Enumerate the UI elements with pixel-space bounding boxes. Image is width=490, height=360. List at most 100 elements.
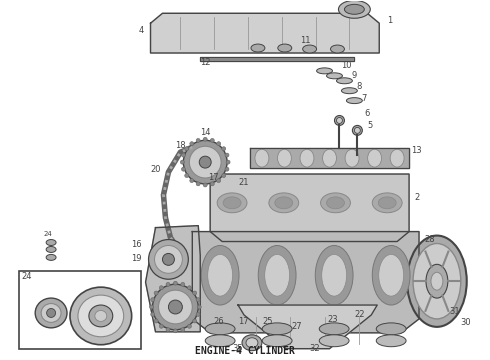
Text: 32: 32	[310, 344, 320, 353]
Ellipse shape	[210, 139, 214, 143]
Ellipse shape	[201, 246, 239, 305]
Ellipse shape	[225, 167, 229, 171]
Ellipse shape	[154, 246, 182, 273]
Ellipse shape	[95, 310, 107, 321]
Polygon shape	[146, 226, 200, 332]
Ellipse shape	[344, 4, 365, 14]
Ellipse shape	[41, 303, 61, 323]
Ellipse shape	[89, 305, 113, 327]
Text: 24: 24	[43, 230, 52, 237]
Ellipse shape	[337, 117, 343, 123]
Ellipse shape	[277, 149, 292, 167]
Ellipse shape	[181, 167, 186, 171]
Ellipse shape	[185, 174, 189, 177]
Ellipse shape	[199, 156, 211, 168]
Ellipse shape	[352, 125, 362, 135]
Ellipse shape	[203, 183, 207, 187]
Text: 22: 22	[354, 310, 365, 319]
Polygon shape	[192, 231, 419, 333]
Text: 24: 24	[21, 272, 32, 281]
Ellipse shape	[345, 149, 359, 167]
Text: 10: 10	[342, 61, 352, 70]
Text: 16: 16	[131, 240, 141, 249]
Ellipse shape	[148, 239, 188, 279]
Ellipse shape	[346, 98, 362, 104]
Text: 26: 26	[213, 317, 224, 326]
Ellipse shape	[265, 255, 290, 296]
Bar	[19, 271, 141, 349]
Text: 25: 25	[262, 317, 272, 326]
Ellipse shape	[379, 255, 404, 296]
Ellipse shape	[315, 246, 353, 305]
Ellipse shape	[342, 88, 357, 94]
Ellipse shape	[337, 78, 352, 84]
Ellipse shape	[407, 235, 467, 327]
Ellipse shape	[372, 246, 410, 305]
Ellipse shape	[151, 298, 155, 302]
Text: 4: 4	[139, 26, 144, 35]
Ellipse shape	[378, 197, 396, 209]
Ellipse shape	[226, 160, 230, 164]
Text: 2: 2	[414, 193, 419, 202]
Text: 5: 5	[368, 121, 372, 130]
Ellipse shape	[169, 300, 182, 314]
Text: 30: 30	[461, 318, 471, 327]
Ellipse shape	[46, 247, 56, 252]
Ellipse shape	[173, 281, 177, 285]
Ellipse shape	[300, 149, 314, 167]
Text: 11: 11	[300, 36, 310, 45]
Ellipse shape	[196, 298, 200, 302]
Ellipse shape	[251, 44, 265, 52]
Ellipse shape	[190, 142, 194, 146]
Text: 20: 20	[150, 165, 161, 174]
Text: ENGINE-4 CYLINDER: ENGINE-4 CYLINDER	[195, 346, 295, 356]
Ellipse shape	[368, 149, 382, 167]
Ellipse shape	[154, 291, 158, 295]
Ellipse shape	[217, 142, 221, 146]
Text: 13: 13	[411, 146, 422, 155]
Text: 18: 18	[175, 141, 186, 150]
Ellipse shape	[180, 160, 184, 164]
Ellipse shape	[339, 0, 370, 18]
Ellipse shape	[335, 116, 344, 125]
Ellipse shape	[78, 295, 123, 337]
Ellipse shape	[205, 335, 235, 347]
Ellipse shape	[163, 253, 174, 265]
Ellipse shape	[354, 127, 360, 133]
Ellipse shape	[376, 335, 406, 347]
Ellipse shape	[154, 319, 158, 323]
Ellipse shape	[269, 193, 299, 213]
Ellipse shape	[185, 147, 189, 151]
Ellipse shape	[149, 305, 153, 309]
Ellipse shape	[426, 264, 448, 298]
Ellipse shape	[319, 335, 349, 347]
Polygon shape	[238, 305, 377, 349]
Ellipse shape	[217, 179, 221, 183]
Ellipse shape	[173, 329, 177, 333]
Ellipse shape	[189, 146, 221, 178]
Ellipse shape	[376, 323, 406, 335]
Ellipse shape	[203, 137, 207, 141]
Ellipse shape	[35, 298, 67, 328]
Ellipse shape	[326, 73, 343, 79]
Ellipse shape	[151, 312, 155, 316]
Ellipse shape	[158, 290, 192, 324]
Ellipse shape	[322, 149, 337, 167]
Ellipse shape	[246, 338, 258, 348]
Polygon shape	[210, 174, 409, 242]
Polygon shape	[150, 13, 379, 53]
Ellipse shape	[390, 149, 404, 167]
Ellipse shape	[223, 197, 241, 209]
Ellipse shape	[166, 282, 170, 286]
Ellipse shape	[46, 239, 56, 246]
Ellipse shape	[166, 328, 170, 332]
Ellipse shape	[262, 335, 292, 347]
Ellipse shape	[255, 149, 269, 167]
Ellipse shape	[197, 305, 201, 309]
Ellipse shape	[317, 68, 333, 74]
Ellipse shape	[242, 335, 262, 351]
Ellipse shape	[205, 323, 235, 335]
Text: 14: 14	[200, 129, 211, 138]
Ellipse shape	[193, 291, 196, 295]
Text: 15: 15	[129, 290, 139, 299]
